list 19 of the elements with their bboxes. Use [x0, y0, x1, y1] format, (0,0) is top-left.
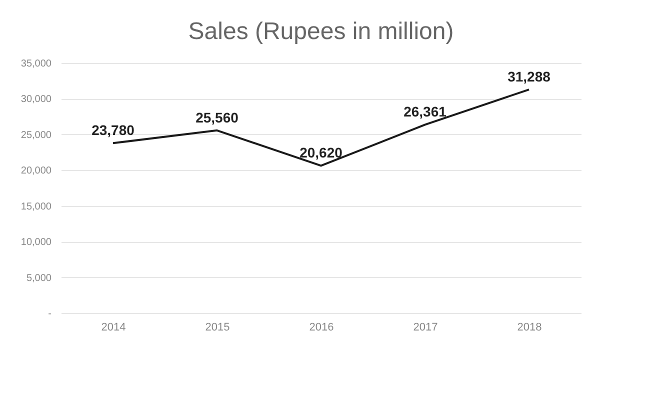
- y-tick-label: 10,000: [20, 237, 52, 248]
- chart-title: Sales (Rupees in million): [188, 18, 454, 45]
- x-tick-label: 2014: [101, 322, 126, 334]
- y-tick-label: 25,000: [20, 130, 52, 141]
- data-label: 23,780: [92, 122, 135, 138]
- x-tick-label: 2018: [517, 322, 542, 334]
- data-label: 26,361: [404, 104, 447, 120]
- data-label: 20,620: [300, 144, 343, 161]
- y-tick-label: 20,000: [20, 166, 52, 177]
- y-tick-label: 35,000: [20, 58, 52, 70]
- x-tick-label: 2016: [309, 322, 334, 334]
- y-tick-label: 15,000: [20, 201, 52, 212]
- y-tick-label: -: [48, 308, 52, 320]
- y-tick-label: 5,000: [26, 272, 52, 284]
- x-tick-label: 2015: [205, 322, 230, 334]
- y-tick-label: 30,000: [20, 94, 52, 106]
- x-tick-label: 2017: [413, 322, 438, 334]
- data-label: 25,560: [196, 109, 239, 126]
- data-label: 31,288: [508, 68, 551, 85]
